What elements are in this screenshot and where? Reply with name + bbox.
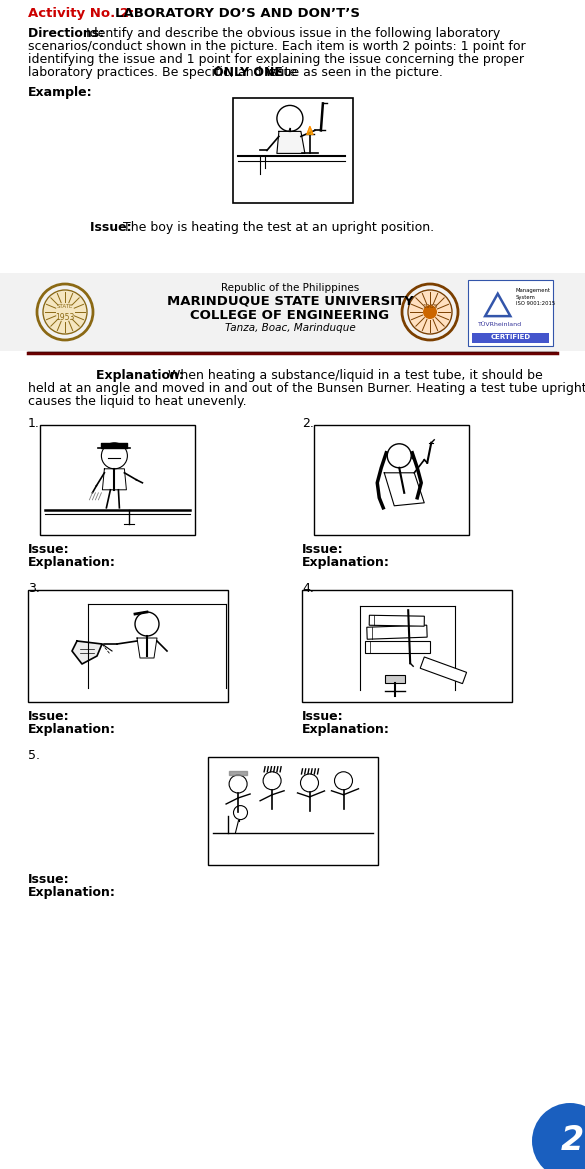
Text: Explanation:: Explanation: <box>28 886 116 899</box>
Text: 1.: 1. <box>28 417 40 430</box>
Text: Republic of the Philippines: Republic of the Philippines <box>221 283 359 293</box>
Bar <box>28 590 228 703</box>
Circle shape <box>409 291 451 333</box>
Text: Explanation:: Explanation: <box>28 556 116 569</box>
Text: Issue:: Issue: <box>302 542 343 556</box>
Text: held at an angle and moved in and out of the Bunsen Burner. Heating a test tube : held at an angle and moved in and out of… <box>28 382 585 395</box>
Text: identifying the issue and 1 point for explaining the issue concerning the proper: identifying the issue and 1 point for ex… <box>28 53 524 65</box>
Bar <box>0 274 585 351</box>
Text: Issue:: Issue: <box>90 221 136 234</box>
Text: Explanation:: Explanation: <box>28 722 116 736</box>
Text: TÜVRheinland: TÜVRheinland <box>478 323 522 327</box>
Text: Example:: Example: <box>28 87 92 99</box>
Bar <box>420 657 467 684</box>
Text: Explanation:: Explanation: <box>302 556 390 569</box>
Text: 4.: 4. <box>302 582 314 595</box>
Text: 3.: 3. <box>28 582 40 595</box>
Text: Issue:: Issue: <box>28 542 70 556</box>
Text: Management
System
ISO 9001:2015: Management System ISO 9001:2015 <box>516 288 555 306</box>
Text: LABORATORY DO’S AND DON’T’S: LABORATORY DO’S AND DON’T’S <box>115 7 360 20</box>
Text: CERTIFIED: CERTIFIED <box>490 334 531 340</box>
Text: 1985: 1985 <box>422 304 438 310</box>
Polygon shape <box>277 131 305 153</box>
Bar <box>367 625 427 639</box>
Bar <box>365 642 430 653</box>
Bar <box>472 333 549 343</box>
Circle shape <box>423 305 437 319</box>
Circle shape <box>532 1104 585 1169</box>
Bar <box>232 98 353 203</box>
Bar <box>385 676 405 683</box>
Circle shape <box>44 291 86 333</box>
Text: Identify and describe the obvious issue in the following laboratory: Identify and describe the obvious issue … <box>86 27 500 40</box>
Text: laboratory practices. Be specific, and write: laboratory practices. Be specific, and w… <box>28 65 301 79</box>
Text: STATE: STATE <box>57 304 73 309</box>
Text: MARINDUQUE STATE UNIVERSITY: MARINDUQUE STATE UNIVERSITY <box>167 295 414 307</box>
Bar <box>208 758 377 865</box>
Bar <box>369 615 424 627</box>
Text: Explanation:: Explanation: <box>96 369 192 382</box>
Text: 2.: 2. <box>302 417 314 430</box>
Text: Issue:: Issue: <box>302 710 343 722</box>
Text: scenarios/conduct shown in the picture. Each item is worth 2 points: 1 point for: scenarios/conduct shown in the picture. … <box>28 40 526 53</box>
Text: issue as seen in the picture.: issue as seen in the picture. <box>263 65 443 79</box>
Text: Activity No. 2:: Activity No. 2: <box>28 7 139 20</box>
Bar <box>40 426 195 535</box>
Text: causes the liquid to heat unevenly.: causes the liquid to heat unevenly. <box>28 395 247 408</box>
Text: When heating a substance/liquid in a test tube, it should be: When heating a substance/liquid in a tes… <box>168 369 543 382</box>
Text: ONLY ONE: ONLY ONE <box>213 65 283 79</box>
Polygon shape <box>307 126 313 134</box>
Text: Issue:: Issue: <box>28 873 70 886</box>
Text: The boy is heating the test at an upright position.: The boy is heating the test at an uprigh… <box>123 221 434 234</box>
Text: 1953: 1953 <box>56 312 75 321</box>
Text: Tanza, Boac, Marinduque: Tanza, Boac, Marinduque <box>225 323 355 333</box>
Polygon shape <box>72 641 102 664</box>
Bar <box>302 590 512 703</box>
Text: 5.: 5. <box>28 749 40 762</box>
Text: Issue:: Issue: <box>28 710 70 722</box>
Text: COLLEGE OF ENGINEERING: COLLEGE OF ENGINEERING <box>191 309 390 321</box>
Text: Explanation:: Explanation: <box>302 722 390 736</box>
Bar <box>314 426 469 535</box>
Bar <box>468 281 553 346</box>
Text: Directions:: Directions: <box>28 27 113 40</box>
Text: 2: 2 <box>560 1125 584 1157</box>
